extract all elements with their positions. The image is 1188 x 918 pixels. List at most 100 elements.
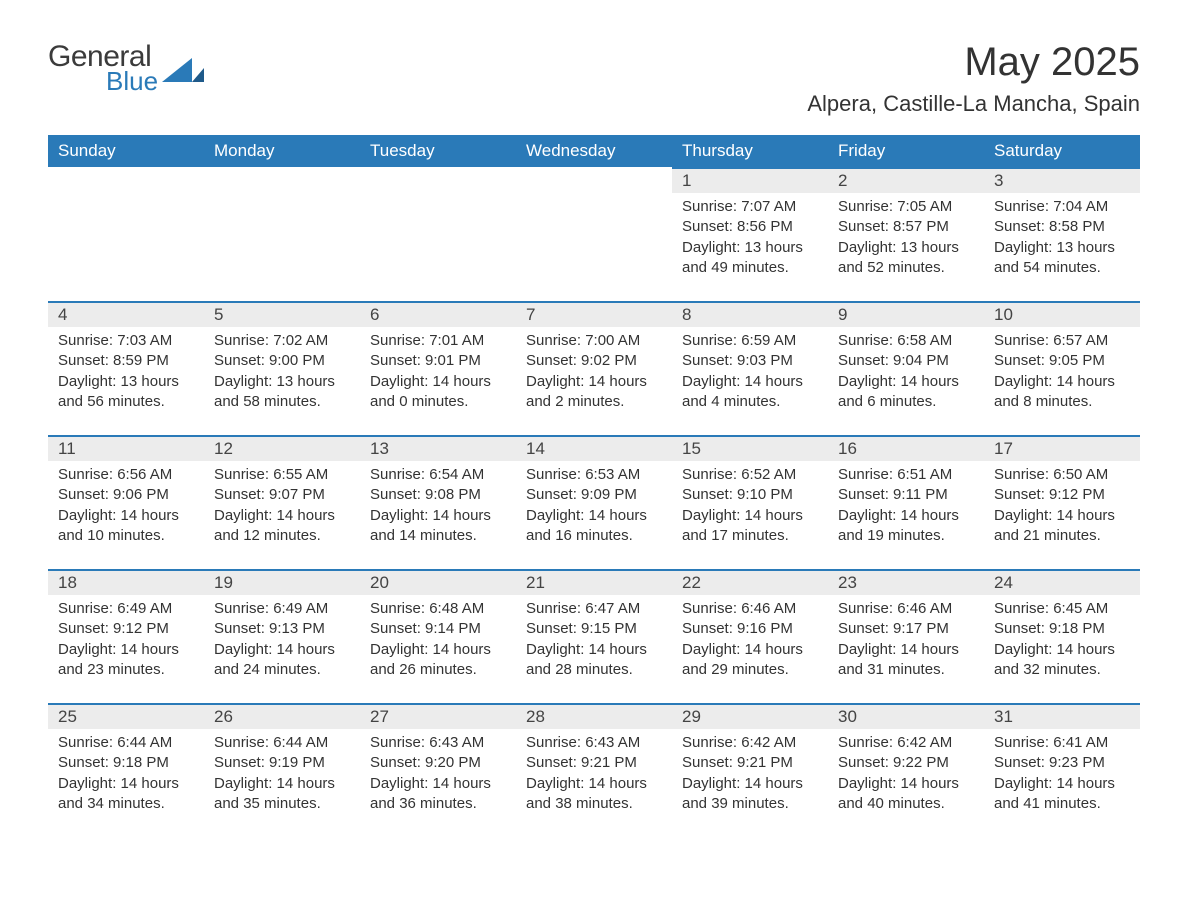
sunrise-line: Sunrise: 6:43 AM — [526, 733, 662, 753]
day-body: Sunrise: 6:49 AMSunset: 9:13 PMDaylight:… — [204, 595, 360, 684]
day-body: Sunrise: 6:56 AMSunset: 9:06 PMDaylight:… — [48, 461, 204, 550]
sunrise-line: Sunrise: 6:43 AM — [370, 733, 506, 753]
day-number: 7 — [516, 301, 672, 327]
sunrise-line: Sunrise: 6:50 AM — [994, 465, 1130, 485]
daylight-line: Daylight: 14 hours and 16 minutes. — [526, 506, 662, 547]
daylight-line: Daylight: 14 hours and 32 minutes. — [994, 640, 1130, 681]
day-number: 18 — [48, 569, 204, 595]
daylight-line: Daylight: 13 hours and 56 minutes. — [58, 372, 194, 413]
day-body: Sunrise: 6:53 AMSunset: 9:09 PMDaylight:… — [516, 461, 672, 550]
day-body: Sunrise: 6:44 AMSunset: 9:18 PMDaylight:… — [48, 729, 204, 818]
day-body: Sunrise: 6:43 AMSunset: 9:21 PMDaylight:… — [516, 729, 672, 818]
sunset-line: Sunset: 9:01 PM — [370, 351, 506, 371]
location: Alpera, Castille-La Mancha, Spain — [807, 91, 1140, 117]
sunset-line: Sunset: 9:03 PM — [682, 351, 818, 371]
sunrise-line: Sunrise: 7:03 AM — [58, 331, 194, 351]
calendar-cell: 20Sunrise: 6:48 AMSunset: 9:14 PMDayligh… — [360, 569, 516, 703]
sunset-line: Sunset: 9:05 PM — [994, 351, 1130, 371]
col-sunday: Sunday — [48, 135, 204, 167]
day-number: 15 — [672, 435, 828, 461]
day-number: 11 — [48, 435, 204, 461]
calendar-cell: 3Sunrise: 7:04 AMSunset: 8:58 PMDaylight… — [984, 167, 1140, 301]
calendar-cell: 22 Sunrise: 6:46 AMSunset: 9:16 PMDayligh… — [672, 569, 828, 703]
day-body: Sunrise: 6:54 AMSunset: 9:08 PMDaylight:… — [360, 461, 516, 550]
calendar-week: 1Sunrise: 7:07 AMSunset: 8:56 PMDaylight… — [48, 167, 1140, 301]
sunrise-line: Sunrise: 6:51 AM — [838, 465, 974, 485]
title-block: May 2025 Alpera, Castille-La Mancha, Spa… — [807, 40, 1140, 127]
calendar-cell — [360, 167, 516, 301]
calendar-cell: 28Sunrise: 6:43 AMSunset: 9:21 PMDayligh… — [516, 703, 672, 837]
day-body: Sunrise: 6:59 AMSunset: 9:03 PMDaylight:… — [672, 327, 828, 416]
day-number: 5 — [204, 301, 360, 327]
daylight-line: Daylight: 14 hours and 41 minutes. — [994, 774, 1130, 815]
sunrise-line: Sunrise: 7:07 AM — [682, 197, 818, 217]
day-body: Sunrise: 6:50 AMSunset: 9:12 PMDaylight:… — [984, 461, 1140, 550]
day-body: Sunrise: 6:52 AMSunset: 9:10 PMDaylight:… — [672, 461, 828, 550]
calendar-cell: 24Sunrise: 6:45 AMSunset: 9:18 PMDayligh… — [984, 569, 1140, 703]
calendar-cell: 9Sunrise: 6:58 AMSunset: 9:04 PMDaylight… — [828, 301, 984, 435]
sunrise-line: Sunrise: 6:44 AM — [214, 733, 350, 753]
day-number: 10 — [984, 301, 1140, 327]
calendar-cell — [516, 167, 672, 301]
sunset-line: Sunset: 9:00 PM — [214, 351, 350, 371]
sunrise-line: Sunrise: 6:46 AM — [682, 599, 818, 619]
sunset-line: Sunset: 9:06 PM — [58, 485, 194, 505]
sunset-line: Sunset: 8:59 PM — [58, 351, 194, 371]
col-tuesday: Tuesday — [360, 135, 516, 167]
day-body: Sunrise: 7:00 AMSunset: 9:02 PMDaylight:… — [516, 327, 672, 416]
sunset-line: Sunset: 8:56 PM — [682, 217, 818, 237]
day-body: Sunrise: 6:41 AMSunset: 9:23 PMDaylight:… — [984, 729, 1140, 818]
sunrise-line: Sunrise: 6:41 AM — [994, 733, 1130, 753]
sunset-line: Sunset: 9:09 PM — [526, 485, 662, 505]
daylight-line: Daylight: 14 hours and 12 minutes. — [214, 506, 350, 547]
day-number: 22 — [672, 569, 828, 595]
day-body: Sunrise: 6:45 AMSunset: 9:18 PMDaylight:… — [984, 595, 1140, 684]
sunrise-line: Sunrise: 6:49 AM — [214, 599, 350, 619]
day-number: 12 — [204, 435, 360, 461]
calendar-cell — [204, 167, 360, 301]
col-wednesday: Wednesday — [516, 135, 672, 167]
sunrise-line: Sunrise: 6:52 AM — [682, 465, 818, 485]
day-number: 17 — [984, 435, 1140, 461]
day-body: Sunrise: 6:48 AMSunset: 9:14 PMDaylight:… — [360, 595, 516, 684]
calendar-week: 11Sunrise: 6:56 AMSunset: 9:06 PMDayligh… — [48, 435, 1140, 569]
daylight-line: Daylight: 14 hours and 17 minutes. — [682, 506, 818, 547]
day-number: 29 — [672, 703, 828, 729]
calendar-cell: 19Sunrise: 6:49 AMSunset: 9:13 PMDayligh… — [204, 569, 360, 703]
day-number: 9 — [828, 301, 984, 327]
sunset-line: Sunset: 9:17 PM — [838, 619, 974, 639]
day-number: 30 — [828, 703, 984, 729]
calendar-cell: 25Sunrise: 6:44 AMSunset: 9:18 PMDayligh… — [48, 703, 204, 837]
day-body: Sunrise: 6:44 AMSunset: 9:19 PMDaylight:… — [204, 729, 360, 818]
daylight-line: Daylight: 14 hours and 19 minutes. — [838, 506, 974, 547]
daylight-line: Daylight: 14 hours and 34 minutes. — [58, 774, 194, 815]
day-body: Sunrise: 7:07 AMSunset: 8:56 PMDaylight:… — [672, 193, 828, 282]
sunrise-line: Sunrise: 6:42 AM — [838, 733, 974, 753]
calendar-cell: 18Sunrise: 6:49 AMSunset: 9:12 PMDayligh… — [48, 569, 204, 703]
calendar-cell: 10Sunrise: 6:57 AMSunset: 9:05 PMDayligh… — [984, 301, 1140, 435]
sunrise-line: Sunrise: 6:49 AM — [58, 599, 194, 619]
calendar-cell: 7Sunrise: 7:00 AMSunset: 9:02 PMDaylight… — [516, 301, 672, 435]
day-number: 13 — [360, 435, 516, 461]
sunrise-line: Sunrise: 6:56 AM — [58, 465, 194, 485]
daylight-line: Daylight: 14 hours and 29 minutes. — [682, 640, 818, 681]
sunrise-line: Sunrise: 6:44 AM — [58, 733, 194, 753]
daylight-line: Daylight: 14 hours and 24 minutes. — [214, 640, 350, 681]
day-number: 1 — [672, 167, 828, 193]
day-body: Sunrise: 6:55 AMSunset: 9:07 PMDaylight:… — [204, 461, 360, 550]
sunrise-line: Sunrise: 6:54 AM — [370, 465, 506, 485]
sunrise-line: Sunrise: 6:45 AM — [994, 599, 1130, 619]
sunrise-line: Sunrise: 6:59 AM — [682, 331, 818, 351]
day-number: 23 — [828, 569, 984, 595]
header: General Blue May 2025 Alpera, Castille-L… — [48, 40, 1140, 127]
day-body: Sunrise: 6:49 AMSunset: 9:12 PMDaylight:… — [48, 595, 204, 684]
day-body: Sunrise: 6:57 AMSunset: 9:05 PMDaylight:… — [984, 327, 1140, 416]
logo-flag-icon — [162, 58, 204, 86]
daylight-line: Daylight: 14 hours and 14 minutes. — [370, 506, 506, 547]
sunset-line: Sunset: 9:22 PM — [838, 753, 974, 773]
daylight-line: Daylight: 14 hours and 4 minutes. — [682, 372, 818, 413]
sunset-line: Sunset: 9:16 PM — [682, 619, 818, 639]
logo: General Blue — [48, 40, 204, 97]
day-number: 19 — [204, 569, 360, 595]
day-number: 8 — [672, 301, 828, 327]
